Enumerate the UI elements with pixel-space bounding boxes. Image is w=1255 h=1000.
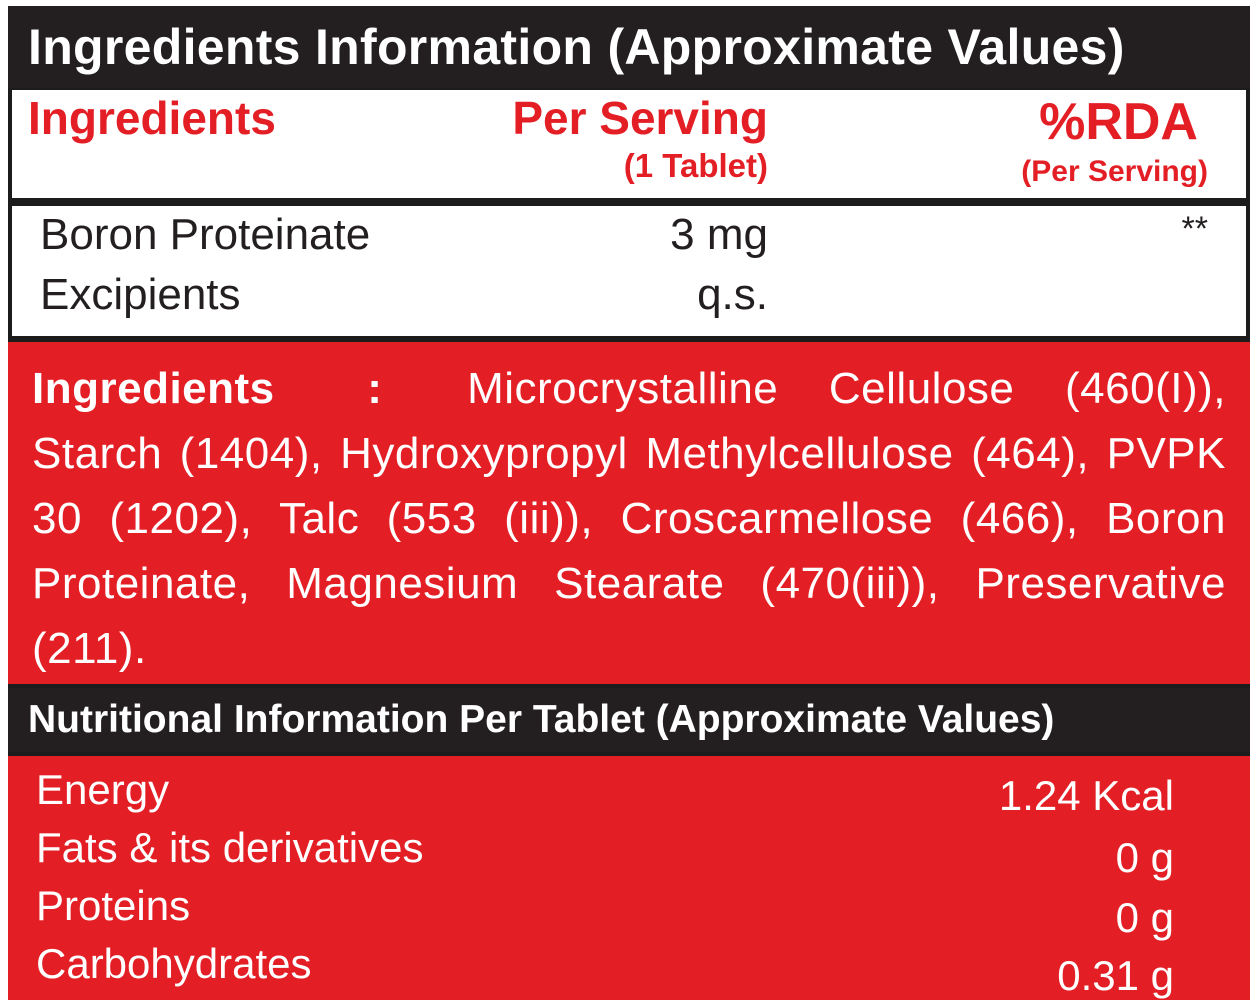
nutrition-title: Nutritional Information Per Tablet (Appr… bbox=[8, 688, 1250, 752]
ingredients-list-separator: : bbox=[367, 364, 383, 413]
nutrition-value: 0 g bbox=[1115, 834, 1174, 881]
ingredients-title: Ingredients Information (Approximate Val… bbox=[8, 6, 1250, 88]
nutrition-row: Proteins 0 g bbox=[8, 882, 1250, 941]
nutrition-row: Energy 1.24 Kcal bbox=[8, 766, 1250, 824]
row-ingredient-name: Boron Proteinate bbox=[40, 210, 371, 259]
nutrition-name: Energy bbox=[36, 766, 170, 813]
row-amount: q.s. bbox=[697, 270, 768, 319]
ingredients-list: Ingredients : Microcrystalline Cellulose… bbox=[8, 342, 1250, 684]
nutrition-value: 1.24 Kcal bbox=[998, 772, 1174, 819]
table-header: Ingredients Per Serving (1 Tablet) %RDA … bbox=[12, 90, 1246, 198]
ingredients-list-label: Ingredients bbox=[32, 364, 275, 413]
nutrition-value: 0.31 g bbox=[1057, 952, 1174, 999]
nutrition-table: Energy 1.24 Kcal Fats & its derivatives … bbox=[8, 756, 1250, 1000]
table-body: Boron Proteinate 3 mg ** Excipients q.s. bbox=[12, 206, 1246, 336]
header-ingredients: Ingredients bbox=[28, 92, 276, 144]
table-row: Boron Proteinate 3 mg ** bbox=[12, 210, 1246, 270]
row-amount: 3 mg bbox=[670, 210, 768, 259]
header-rda: %RDA bbox=[1039, 93, 1198, 151]
header-per-serving-sub: (1 Tablet) bbox=[623, 147, 768, 184]
nutrition-name: Fats & its derivatives bbox=[36, 824, 424, 871]
table-row: Excipients q.s. bbox=[12, 270, 1246, 330]
header-per-serving: Per Serving bbox=[512, 92, 768, 144]
nutrition-value: 0 g bbox=[1115, 894, 1174, 941]
nutrition-name: Carbohydrates bbox=[36, 940, 312, 987]
ingredients-list-text: Microcrystalline Cellulose (460(I)), Sta… bbox=[32, 364, 1226, 673]
header-rda-sub: (Per Serving) bbox=[1021, 155, 1208, 188]
row-rda: ** bbox=[1181, 210, 1208, 248]
nutrition-name: Proteins bbox=[36, 882, 191, 929]
nutrition-row: Fats & its derivatives 0 g bbox=[8, 824, 1250, 882]
row-ingredient-name: Excipients bbox=[40, 270, 241, 319]
nutrition-row: Carbohydrates 0.31 g bbox=[8, 940, 1250, 999]
